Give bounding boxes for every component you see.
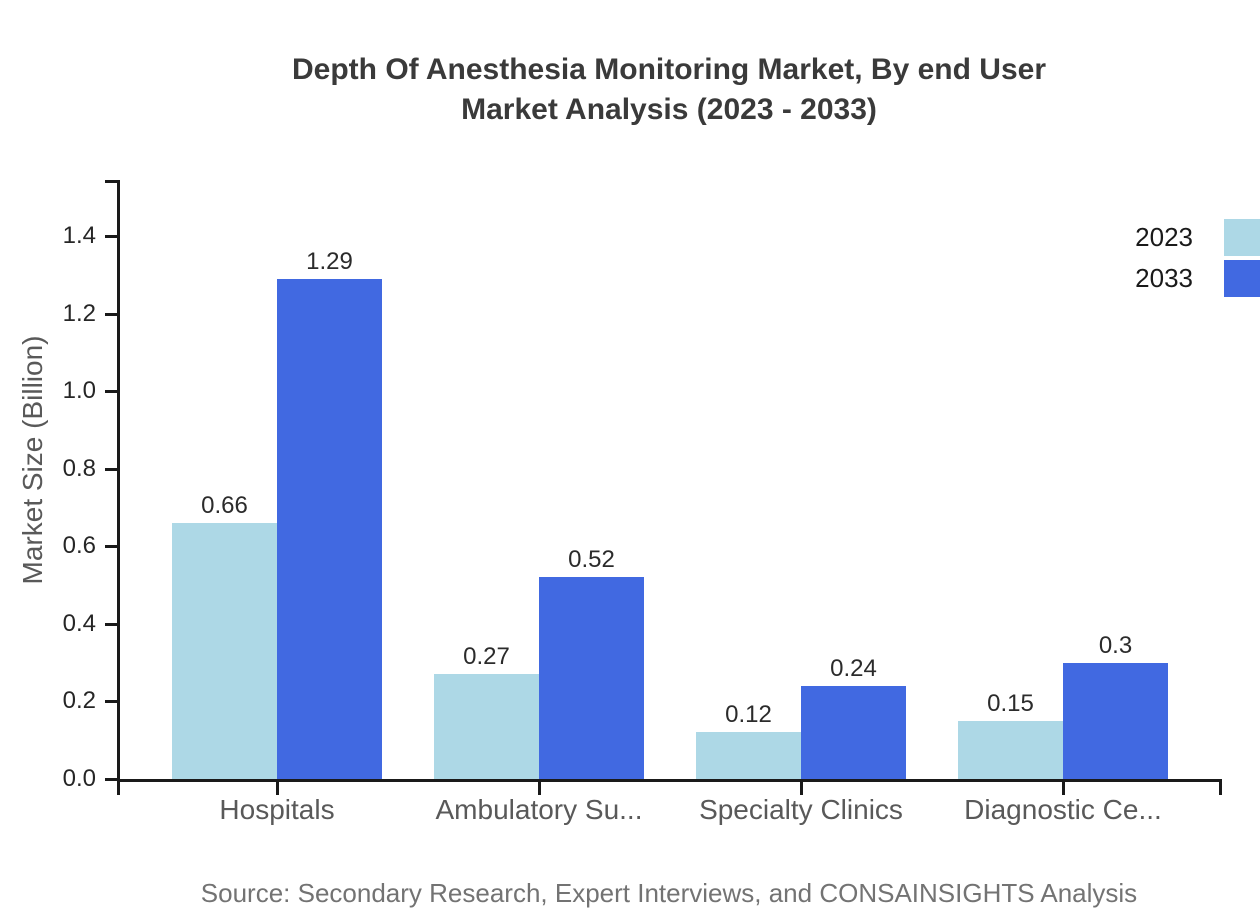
legend-swatch-2023 [1224, 219, 1260, 256]
legend-label: 2023 [1135, 222, 1193, 252]
chart-title: Depth Of Anesthesia Monitoring Market, B… [78, 50, 1260, 130]
bar-hospitals-2033 [277, 279, 382, 779]
bar-specialty-clinics-2023 [696, 732, 801, 779]
bar-diagnostic-ce-2023 [958, 721, 1063, 779]
x-axis-line [117, 779, 1222, 782]
y-axis-tick-label: 1.2 [62, 299, 96, 327]
y-axis-tick [105, 700, 118, 704]
legend-item-2023: 2023 [1135, 219, 1260, 256]
chart-title-line1: Depth Of Anesthesia Monitoring Market, B… [292, 53, 1046, 86]
y-axis-tick [105, 778, 118, 781]
y-axis-tick-label: 0.6 [62, 532, 96, 560]
y-axis-tick-label: 0.0 [62, 765, 96, 792]
bar-value-label: 0.27 [463, 643, 510, 670]
bar-value-label: 0.12 [725, 701, 772, 728]
x-axis-category-label: Diagnostic Ce... [964, 794, 1162, 825]
x-axis-category-label: Hospitals [219, 794, 335, 825]
chart-title-line2: Market Analysis (2023 - 2033) [461, 93, 877, 126]
legend-label: 2033 [1135, 263, 1193, 293]
y-axis-tick [105, 467, 118, 471]
bar-value-label: 0.24 [830, 655, 877, 682]
bar-value-label: 0.15 [987, 690, 1034, 717]
x-axis-right-end-tick [1219, 782, 1222, 795]
bar-diagnostic-ce-2033 [1063, 663, 1168, 779]
y-axis-end-tick [105, 180, 118, 183]
y-axis-tick-label: 0.8 [62, 454, 96, 482]
x-axis-category-label: Specialty Clinics [699, 794, 903, 825]
y-axis-tick-label: 1.0 [62, 377, 96, 405]
bar-value-label: 0.66 [201, 492, 248, 519]
source-text: Source: Secondary Research, Expert Inter… [200, 878, 1138, 908]
y-axis-tick [105, 312, 118, 316]
bar-hospitals-2023 [172, 523, 277, 779]
bar-value-label: 1.29 [306, 248, 353, 275]
bar-value-label: 0.3 [1098, 632, 1133, 659]
x-axis-tick [800, 782, 803, 795]
bar-specialty-clinics-2033 [801, 686, 906, 779]
x-axis-left-end-tick [117, 782, 120, 795]
y-axis-line [117, 180, 120, 782]
x-axis-category-label: Ambulatory Su... [435, 794, 643, 825]
bar-ambulatory-su-2033 [539, 577, 644, 779]
y-axis-tick-label: 0.2 [62, 687, 96, 715]
x-axis-tick [276, 782, 279, 795]
legend: 2023 2033 [1135, 219, 1260, 297]
y-axis-tick-label: 1.4 [62, 221, 96, 249]
y-axis-tick [105, 622, 118, 626]
x-axis-tick [538, 782, 541, 795]
y-axis-tick [105, 234, 118, 238]
legend-item-2033: 2033 [1135, 260, 1260, 297]
bar-value-label: 0.52 [568, 546, 615, 573]
y-axis-tick [105, 545, 118, 549]
y-axis-tick [105, 390, 118, 394]
x-axis-tick [1062, 782, 1065, 795]
legend-swatch-2033 [1224, 260, 1260, 297]
y-axis-tick-label: 0.4 [62, 609, 96, 637]
bar-ambulatory-su-2023 [434, 674, 539, 779]
